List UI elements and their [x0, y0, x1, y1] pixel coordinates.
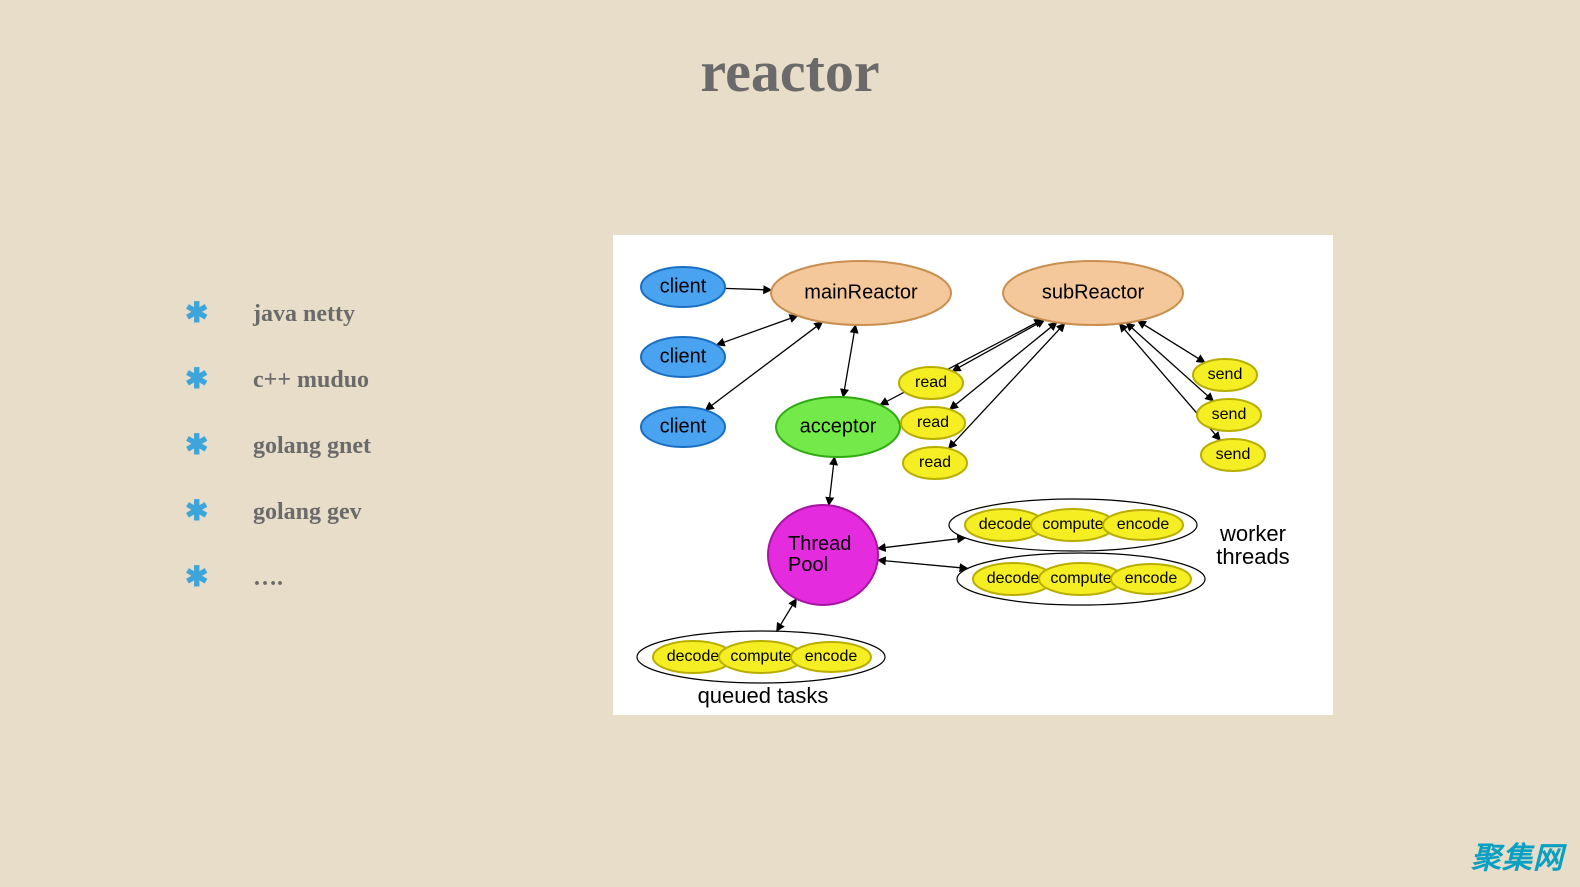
diagram-node-label: send — [1212, 406, 1247, 423]
bullet-asterisk-icon: ✱ — [185, 432, 213, 460]
diagram-node-label: decode — [667, 648, 720, 665]
diagram-node-label: client — [660, 275, 707, 297]
diagram-node-label: encode — [805, 648, 858, 665]
diagram-node-label: encode — [1125, 570, 1178, 587]
slide-background: reactor ✱ java netty ✱ c++ muduo ✱ golang gne… — [0, 0, 1580, 887]
diagram-edge — [950, 322, 1057, 409]
diagram-node-label: send — [1208, 366, 1243, 383]
diagram-node-label: encode — [1117, 516, 1170, 533]
diagram-node-label: read — [919, 454, 951, 471]
bullet-row: ✱ java netty — [185, 300, 371, 328]
diagram-edge — [878, 538, 966, 549]
diagram-node-label: acceptor — [800, 415, 877, 437]
diagram-node-label: read — [915, 374, 947, 391]
bullet-asterisk-icon: ✱ — [185, 300, 213, 328]
diagram-node-label: compute — [730, 648, 791, 665]
diagram-node-label: read — [917, 414, 949, 431]
diagram-node-label: subReactor — [1042, 281, 1145, 303]
diagram-edge — [952, 320, 1044, 371]
bullet-asterisk-icon: ✱ — [185, 498, 213, 526]
slide-title: reactor — [0, 38, 1580, 105]
diagram-edge — [829, 457, 835, 505]
diagram-node-label: client — [660, 415, 707, 437]
diagram-node-label: client — [660, 345, 707, 367]
bullet-asterisk-icon: ✱ — [185, 366, 213, 394]
diagram-edge — [1126, 323, 1213, 401]
bullet-list: ✱ java netty ✱ c++ muduo ✱ golang gnet ✱ golang… — [185, 300, 371, 630]
diagram-edge — [777, 599, 797, 631]
diagram-node-label: compute — [1042, 516, 1103, 533]
diagram-edge — [705, 322, 822, 410]
bullet-row: ✱ c++ muduo — [185, 366, 371, 394]
diagram-node-label: mainReactor — [804, 281, 918, 303]
diagram-node-label: compute — [1050, 570, 1111, 587]
diagram-node-label: decode — [979, 516, 1032, 533]
bullet-label: golang gnet — [253, 433, 371, 460]
bullet-label: …. — [253, 565, 283, 592]
diagram-node-label: Thread — [788, 533, 851, 555]
bullet-label: golang gev — [253, 499, 362, 526]
diagram-edge — [725, 288, 772, 290]
diagram-node-label: decode — [987, 570, 1040, 587]
bullet-row: ✱ golang gnet — [185, 432, 371, 460]
diagram-edge — [948, 323, 1064, 448]
diagram-node-label: Pool — [788, 554, 828, 576]
bullet-label: c++ muduo — [253, 367, 369, 394]
bullet-row: ✱ golang gev — [185, 498, 371, 526]
diagram-annotation: threads — [1216, 544, 1289, 569]
diagram-edge — [878, 560, 968, 568]
bullet-row: ✱ …. — [185, 564, 371, 592]
reactor-diagram: client client client mainReactor subReactor a… — [613, 235, 1333, 715]
diagram-edge — [843, 325, 855, 397]
diagram-annotation: worker — [1219, 521, 1286, 546]
diagram-annotation: queued tasks — [698, 683, 829, 708]
bullet-label: java netty — [253, 301, 355, 328]
bullet-asterisk-icon: ✱ — [185, 564, 213, 592]
diagram-edge — [717, 316, 798, 345]
watermark: 聚集网 — [1471, 833, 1564, 877]
diagram-node-label: send — [1216, 446, 1251, 463]
